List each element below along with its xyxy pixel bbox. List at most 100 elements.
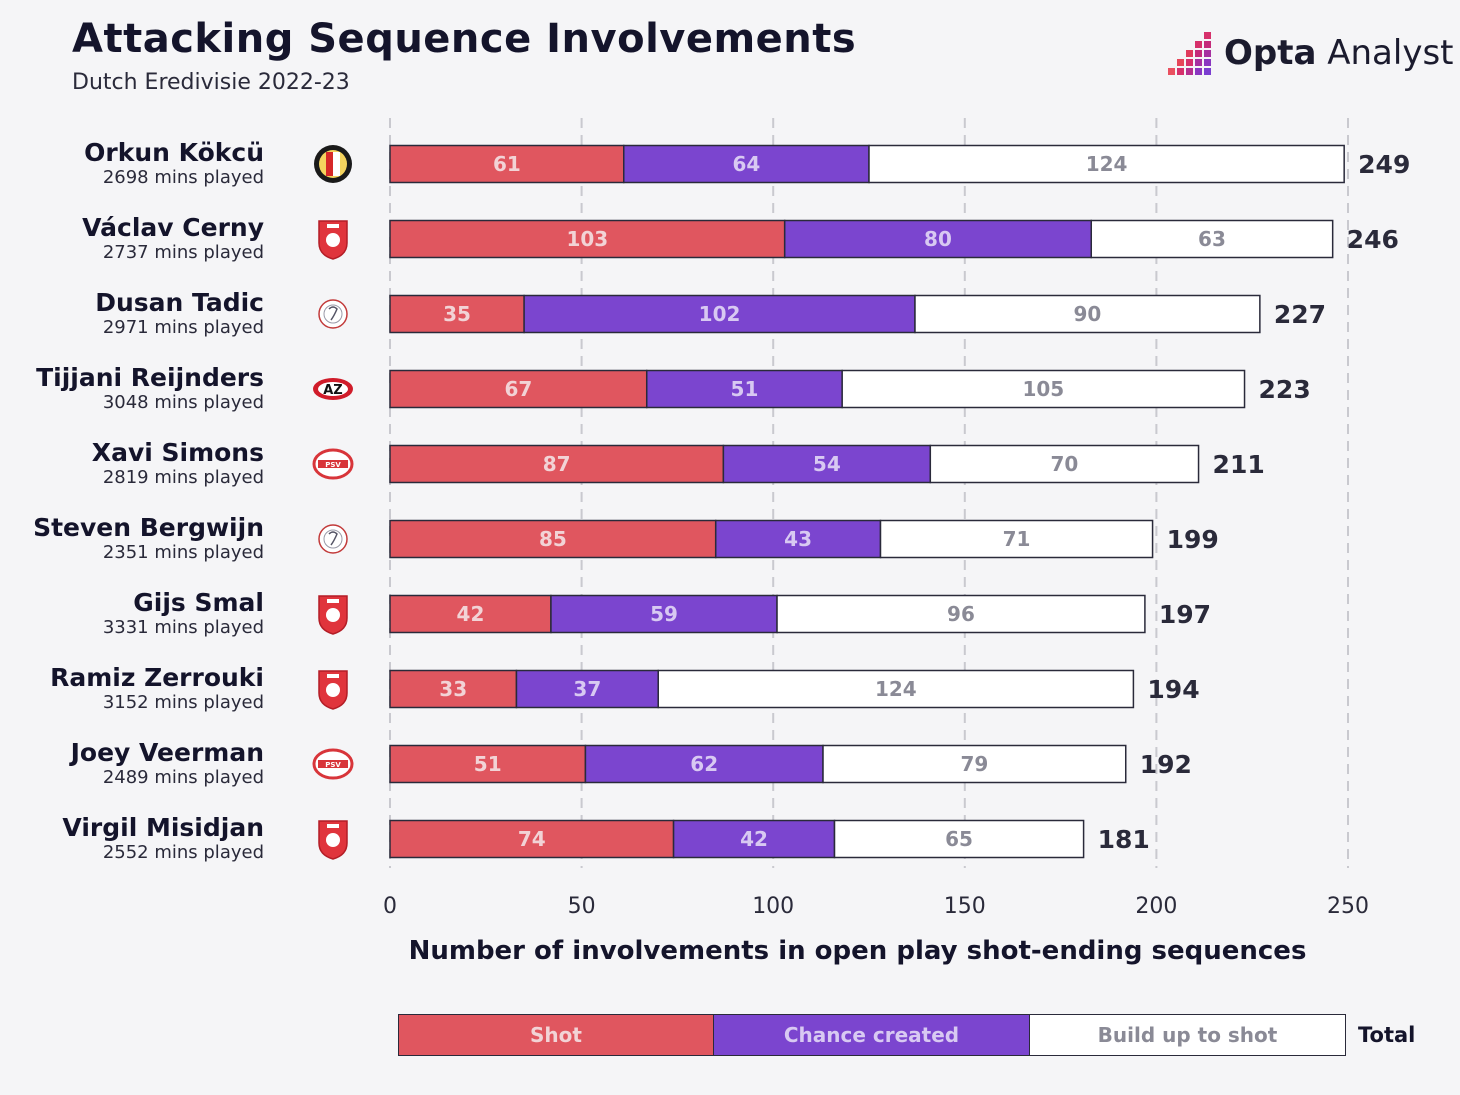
player-minutes: 2698 mins played	[103, 167, 264, 188]
player-minutes: 2489 mins played	[103, 767, 264, 788]
twente-crest-band	[327, 224, 339, 228]
brand-light: Analyst	[1327, 33, 1454, 73]
bar-label-chance-created: 43	[784, 527, 812, 551]
bar-segment-shot	[389, 519, 717, 559]
bar-segment-build-up	[833, 819, 1085, 859]
bar-total-label: 211	[1213, 450, 1265, 479]
player-name: Dusan Tadic	[95, 288, 264, 317]
twente-crest-horse	[326, 233, 340, 247]
bar-segment-build-up	[914, 294, 1261, 334]
bar-segment-chance-created	[672, 819, 836, 859]
az-crest-letters: AZ	[323, 383, 343, 398]
opta-analyst-logo: Opta Analyst	[1168, 30, 1454, 76]
psv-crest-letters: PSV	[325, 761, 341, 769]
bar-label-shot: 33	[439, 677, 467, 701]
psv-crest-band	[318, 460, 348, 468]
bar-label-chance-created: 37	[573, 677, 601, 701]
bar-label-shot: 42	[457, 602, 485, 626]
twente-crest-band	[327, 599, 339, 603]
legend-total: Total	[1358, 1023, 1416, 1047]
bar-segment-build-up	[822, 744, 1127, 784]
player-name: Steven Bergwijn	[33, 513, 264, 542]
bar-label-build-up: 90	[1074, 302, 1102, 326]
bar-segment-chance-created	[714, 519, 882, 559]
bar-segment-build-up	[841, 369, 1246, 409]
bar-segment-shot	[389, 144, 625, 184]
bar-label-shot: 61	[493, 152, 521, 176]
bar-total-label: 197	[1159, 600, 1211, 629]
player-minutes: 2552 mins played	[103, 842, 264, 863]
x-axis-label: Number of involvements in open play shot…	[408, 936, 1307, 966]
twente-crest-band	[327, 674, 339, 678]
x-tick-label: 50	[568, 894, 596, 919]
bar-total-label: 246	[1347, 225, 1399, 254]
bar-segment-build-up	[879, 519, 1154, 559]
bar-segment-shot	[389, 444, 725, 484]
bar-label-build-up: 124	[1086, 152, 1128, 176]
bar-segment-shot	[389, 369, 648, 409]
bar-segment-shot	[389, 219, 786, 259]
bar-segment-chance-created	[783, 219, 1093, 259]
player-name: Virgil Misidjan	[62, 813, 264, 842]
bar-segment-shot	[389, 819, 675, 859]
twente-crest-horse	[326, 608, 340, 622]
bar-segment-build-up	[1090, 219, 1334, 259]
ajax-crest-ring	[323, 304, 343, 324]
bar-segment-chance-created	[722, 444, 932, 484]
player-name: Gijs Smal	[133, 588, 264, 617]
bar-segment-chance-created	[645, 369, 843, 409]
player-minutes: 3152 mins played	[103, 692, 264, 713]
bar-total-label: 227	[1274, 300, 1326, 329]
player-minutes: 2737 mins played	[103, 242, 264, 263]
bar-label-build-up: 105	[1022, 377, 1064, 401]
ajax-crest-icon	[318, 524, 348, 554]
chart-title: Attacking Sequence Involvements	[72, 16, 857, 62]
chart-subtitle: Dutch Eredivisie 2022-23	[72, 70, 350, 95]
psv-crest-letters: PSV	[325, 461, 341, 469]
bar-label-build-up: 79	[960, 752, 988, 776]
player-minutes: 3048 mins played	[103, 392, 264, 413]
bar-label-shot: 35	[443, 302, 471, 326]
bar-label-chance-created: 51	[731, 377, 759, 401]
bar-label-shot: 51	[474, 752, 502, 776]
bar-label-chance-created: 64	[732, 152, 760, 176]
psv-crest-band	[318, 760, 348, 768]
bar-total-label: 194	[1147, 675, 1199, 704]
ajax-crest-face	[328, 306, 338, 321]
x-tick-label: 100	[752, 894, 794, 919]
player-name: Joey Veerman	[69, 738, 264, 767]
x-tick-label: 150	[944, 894, 986, 919]
twente-crest-horse	[326, 683, 340, 697]
bar-total-label: 223	[1259, 375, 1311, 404]
player-minutes: 2351 mins played	[103, 542, 264, 563]
player-minutes: 2971 mins played	[103, 317, 264, 338]
bar-label-chance-created: 59	[650, 602, 678, 626]
bar-segment-build-up	[657, 669, 1135, 709]
bar-segment-build-up	[868, 144, 1345, 184]
player-name: Tijjani Reijnders	[36, 363, 264, 392]
twente-crest-horse	[326, 833, 340, 847]
bar-label-build-up: 71	[1003, 527, 1031, 551]
bar-label-shot: 87	[543, 452, 571, 476]
bar-label-chance-created: 80	[924, 227, 952, 251]
az-crest-inner	[318, 382, 348, 396]
player-name: Ramiz Zerrouki	[50, 663, 264, 692]
twente-crest-band	[327, 824, 339, 828]
player-minutes: 2819 mins played	[103, 467, 264, 488]
x-tick-label: 250	[1327, 894, 1369, 919]
legend-shot: Shot	[398, 1014, 714, 1056]
opta-logo-icon	[1168, 32, 1211, 75]
bar-label-chance-created: 102	[699, 302, 741, 326]
x-tick-label: 0	[383, 894, 397, 919]
player-name: Xavi Simons	[92, 438, 264, 467]
brand-bold: Opta	[1224, 33, 1317, 73]
feyenoord-crest-red	[326, 152, 333, 176]
bar-segment-chance-created	[623, 144, 870, 184]
bar-label-build-up: 70	[1051, 452, 1079, 476]
bar-segment-chance-created	[584, 744, 824, 784]
bar-label-chance-created: 42	[740, 827, 768, 851]
legend-chance-created: Chance created	[714, 1014, 1030, 1056]
bar-total-label: 199	[1167, 525, 1219, 554]
bar-segment-shot	[389, 669, 518, 709]
